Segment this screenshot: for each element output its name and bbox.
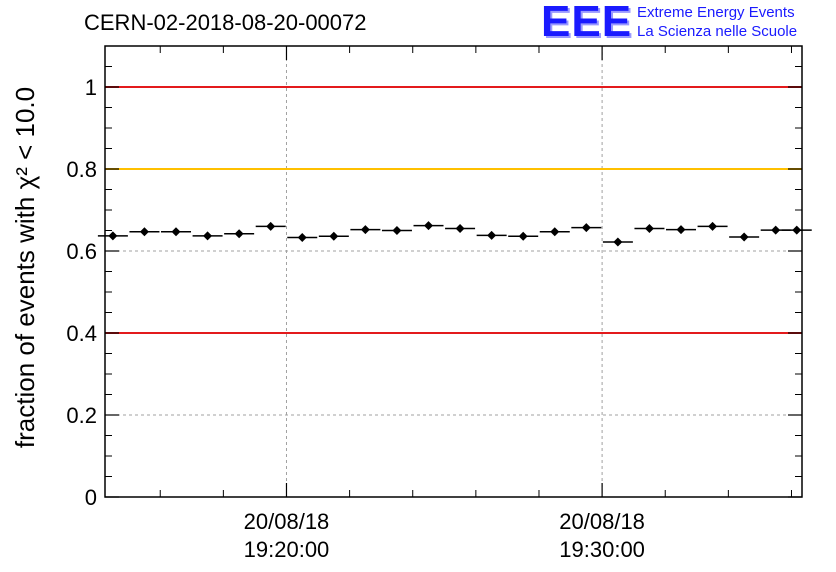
reference-lines [105, 86, 802, 334]
data-point [108, 231, 118, 241]
y-tick-label: 0.6 [66, 239, 97, 264]
axis-ticks: 0 0.2 0.4 0.6 0.8 1 20/08/18 19:20:00 20/08/18 19… [66, 46, 802, 562]
data-point [203, 231, 213, 241]
data-points [97, 221, 812, 247]
data-point [360, 225, 370, 235]
eee-logo-line1: Extreme Energy Events [637, 4, 795, 21]
eee-logo-line2: La Scienza nelle Scuole [637, 23, 798, 40]
data-point [771, 225, 781, 235]
data-point [266, 221, 276, 231]
data-point [613, 237, 623, 247]
data-point [392, 226, 402, 235]
y-tick-label: 0.8 [66, 157, 97, 182]
data-point [708, 221, 718, 231]
x-tick-time-label: 19:30:00 [559, 537, 645, 562]
data-point [581, 223, 591, 233]
x-tick-date-label: 20/08/18 [244, 509, 330, 534]
data-point [234, 229, 244, 239]
plot-frame [104, 45, 803, 498]
chart-title: CERN-02-2018-08-20-00072 [84, 10, 367, 35]
data-point [139, 227, 149, 237]
data-point [455, 223, 465, 233]
y-tick-label: 0 [85, 485, 97, 510]
data-point [739, 232, 749, 242]
data-point [487, 230, 497, 240]
data-point [644, 223, 654, 233]
y-axis-label: fraction of events with χ² < 10.0 [10, 87, 40, 448]
data-point [518, 231, 528, 241]
y-tick-label: 0.4 [66, 321, 97, 346]
y-tick-label: 0.2 [66, 403, 97, 428]
x-tick-date-label: 20/08/18 [559, 509, 645, 534]
data-point [329, 231, 339, 241]
eee-logo-caption: Extreme Energy Events La Scienza nelle S… [637, 3, 797, 41]
data-point [171, 227, 181, 237]
y-tick-label: 1 [85, 75, 97, 100]
data-point [424, 221, 434, 231]
eee-logo: EEE [541, 0, 633, 46]
data-point [550, 227, 560, 237]
data-point [676, 225, 686, 235]
data-point [297, 232, 307, 242]
x-tick-time-label: 19:20:00 [244, 537, 330, 562]
grid-layer [105, 46, 802, 497]
